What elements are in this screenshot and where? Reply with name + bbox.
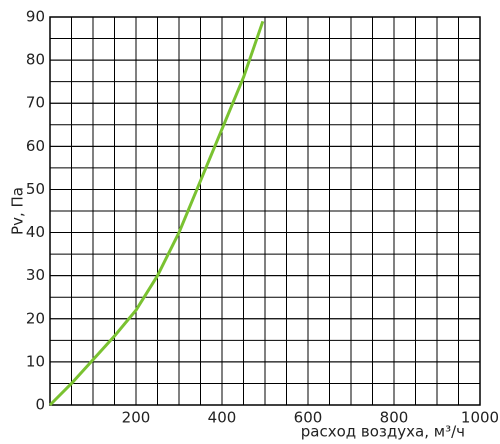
y-tick-label: 60 — [26, 137, 45, 155]
x-tick-label: 400 — [208, 409, 237, 427]
y-tick-label: 50 — [26, 180, 45, 198]
y-tick-label: 30 — [26, 266, 45, 284]
y-tick-label: 40 — [26, 223, 45, 241]
plot-frame — [49, 16, 481, 406]
y-tick-label: 10 — [26, 352, 45, 370]
x-axis-label: расход воздуха, м³/ч — [301, 423, 465, 441]
y-tick-label: 0 — [35, 396, 45, 414]
y-axis-label: Pv, Па — [9, 187, 27, 235]
x-tick-label: 200 — [122, 409, 151, 427]
y-tick-label: 20 — [26, 309, 45, 327]
y-tick-label: 70 — [26, 94, 45, 112]
y-tick-label: 80 — [26, 51, 45, 69]
x-tick-label: 600 — [294, 409, 323, 427]
x-tick-label: 1000 — [461, 409, 499, 427]
x-tick-label: 800 — [380, 409, 409, 427]
y-tick-label: 90 — [26, 8, 45, 26]
data-line — [48, 20, 265, 407]
